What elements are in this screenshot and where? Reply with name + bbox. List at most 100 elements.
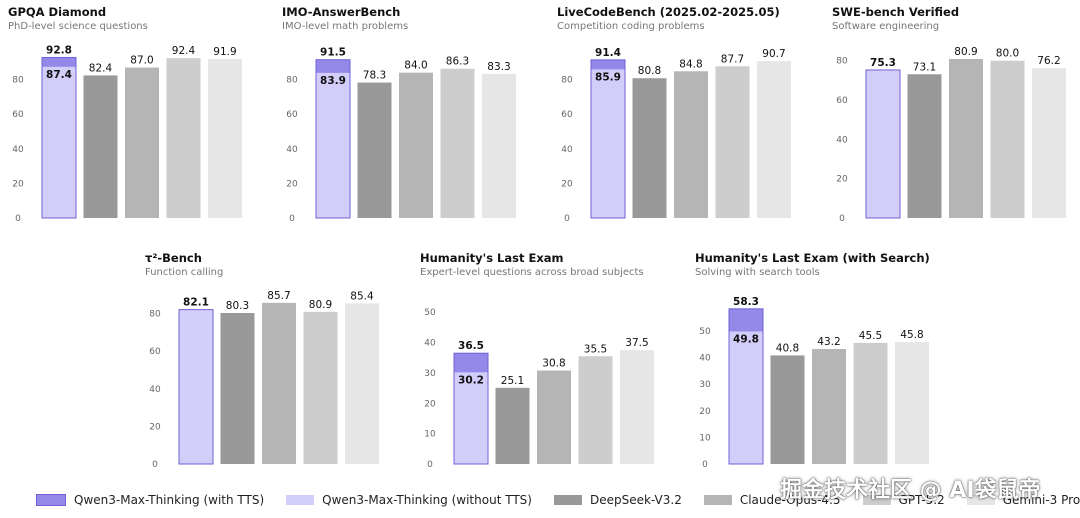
value-label: 90.7 [762, 48, 785, 60]
y-tick-label: 10 [699, 433, 711, 443]
bar-gemini [1032, 68, 1066, 218]
value-label: 87.7 [721, 53, 744, 65]
bar-gpt [715, 66, 750, 219]
y-tick-label: 80 [12, 76, 24, 86]
bar-claude [125, 67, 159, 219]
bar-claude [537, 370, 571, 464]
bar-deepseek [632, 78, 667, 218]
bar-qwen-without-tts [454, 372, 488, 464]
value-label-qwen-without-tts: 83.9 [320, 75, 346, 87]
bar-deepseek [83, 75, 118, 218]
y-tick-label: 40 [561, 145, 573, 155]
value-label: 25.1 [501, 375, 524, 387]
legend-item: Claude-Opus-4.5 [703, 493, 841, 507]
value-label: 30.8 [542, 358, 565, 370]
value-label: 87.0 [130, 54, 153, 66]
y-tick-label: 60 [12, 110, 24, 120]
value-label: 37.5 [625, 337, 648, 349]
legend-swatch [286, 495, 315, 505]
bar-gpt [853, 342, 888, 464]
bar-qwen-without-tts [316, 72, 350, 218]
bar-claude [262, 302, 296, 464]
chart-subtitle: Solving with search tools [695, 267, 820, 278]
legend-label: Qwen3-Max-Thinking (with TTS) [74, 493, 265, 507]
y-tick-label: 50 [424, 308, 436, 318]
legend-label: DeepSeek-V3.2 [589, 493, 682, 507]
legend: Qwen3-Max-Thinking (with TTS) Qwen3-Max-T… [36, 490, 1080, 510]
value-label-qwen-without-tts: 75.3 [870, 57, 896, 69]
bar-claude [674, 71, 708, 219]
bar-qwen-without-tts [729, 331, 763, 464]
bar-gemini [208, 59, 242, 218]
legend-swatch [862, 495, 891, 505]
value-label: 84.0 [404, 60, 427, 72]
legend-label: Claude-Opus-4.5 [739, 493, 841, 507]
y-tick-label: 30 [699, 380, 711, 390]
legend-swatch [36, 494, 66, 506]
value-label: 91.9 [213, 46, 236, 58]
y-tick-label: 20 [561, 179, 573, 189]
chart-subtitle: Function calling [145, 267, 223, 278]
chart-title: τ²-Bench [145, 251, 202, 265]
y-tick-label: 40 [286, 145, 298, 155]
bar-claude [812, 349, 846, 464]
chart-panel: LiveCodeBench (2025.02-2025.05) Competiti… [557, 5, 791, 224]
y-tick-label: 80 [561, 76, 573, 86]
chart-panel: Humanity's Last Exam Expert-level questio… [420, 251, 654, 470]
y-tick-label: 20 [12, 179, 24, 189]
bar-gpt [578, 356, 613, 464]
bar-gemini [757, 61, 791, 218]
chart-title: GPQA Diamond [8, 5, 106, 19]
bar-gemini [620, 350, 654, 464]
bar-qwen-without-tts [591, 69, 625, 218]
legend-item: Qwen3-Max-Thinking (without TTS) [286, 493, 532, 507]
y-tick-label: 0 [152, 460, 158, 470]
legend-swatch [703, 495, 732, 505]
chart-subtitle: Software engineering [832, 21, 939, 32]
y-tick-label: 40 [699, 354, 711, 364]
bar-claude [949, 58, 983, 219]
value-label: 92.4 [172, 45, 196, 57]
legend-label: GPT-5.2 [898, 493, 945, 507]
bar-deepseek [495, 387, 530, 464]
bar-qwen-without-tts [865, 69, 901, 219]
value-label: 40.8 [776, 342, 799, 354]
y-tick-label: 80 [149, 310, 161, 320]
legend-label: Gemini-3 Pro [1002, 493, 1080, 507]
y-tick-label: 40 [12, 145, 24, 155]
value-label: 80.9 [954, 46, 977, 58]
bar-claude [399, 72, 433, 219]
value-label-qwen-with-tts: 58.3 [733, 296, 759, 308]
value-label-qwen-without-tts: 82.1 [183, 297, 209, 309]
value-label: 80.3 [226, 300, 249, 312]
value-label-qwen-with-tts: 92.8 [46, 44, 72, 56]
value-label-qwen-without-tts: 30.2 [458, 374, 484, 386]
legend-item: DeepSeek-V3.2 [553, 493, 682, 507]
y-tick-label: 30 [424, 369, 436, 379]
value-label-qwen-with-tts: 36.5 [458, 340, 484, 352]
bar-gpt [166, 58, 201, 219]
bar-qwen-without-tts [178, 309, 214, 465]
value-label-qwen-without-tts: 49.8 [733, 333, 759, 345]
bar-gemini [895, 342, 929, 464]
value-label: 35.5 [584, 343, 607, 355]
bar-deepseek [220, 313, 255, 464]
value-label: 45.8 [900, 329, 923, 341]
value-label: 80.8 [638, 65, 661, 77]
watermark: 掘金技术社区 @ AI袋鼠帝 [780, 478, 1041, 503]
y-tick-label: 80 [286, 76, 298, 86]
value-label: 78.3 [363, 70, 386, 82]
value-label-qwen-without-tts: 85.9 [595, 71, 621, 83]
chart-panel: Humanity's Last Exam (with Search) Solvin… [695, 251, 930, 470]
value-label: 85.7 [267, 290, 290, 302]
value-label: 84.8 [679, 58, 702, 70]
chart-panel: IMO-AnswerBench IMO-level math problems 0 2… [282, 5, 516, 224]
chart-subtitle: Expert-level questions across broad subj… [420, 267, 644, 278]
value-label: 80.9 [309, 299, 332, 311]
legend-item: Gemini-3 Pro [966, 493, 1080, 507]
y-tick-label: 0 [427, 460, 433, 470]
legend-item: GPT-5.2 [862, 493, 945, 507]
y-tick-label: 60 [149, 347, 161, 357]
bar-deepseek [357, 82, 392, 218]
